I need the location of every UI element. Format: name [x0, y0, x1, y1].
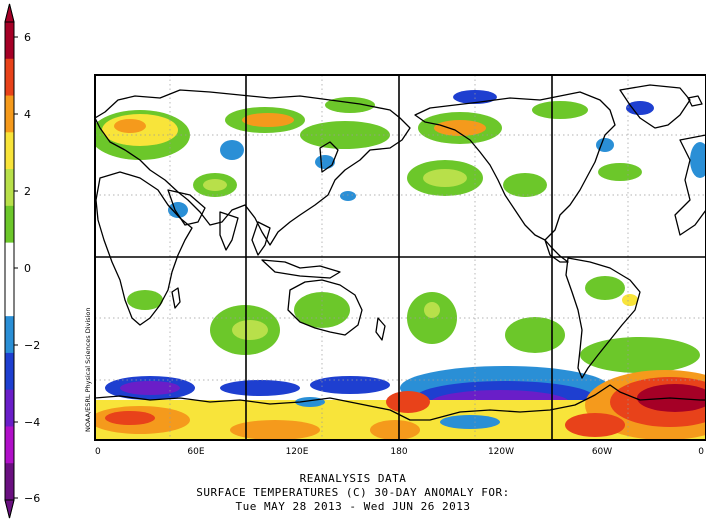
anom-siberia-orange: [242, 113, 294, 127]
reference-gridlines: [95, 75, 706, 440]
coast-indonesia: [261, 259, 341, 279]
colorbar-tick-label: −4: [24, 416, 40, 429]
coast-north-america: [414, 91, 616, 241]
colorbar-segment: [5, 205, 14, 244]
colorbar-segment: [5, 389, 14, 427]
anom-canada-green: [532, 101, 588, 119]
anom-eastasia-green: [300, 121, 390, 149]
colorbar-tick-label: −6: [24, 492, 40, 505]
coast-south-america: [565, 257, 641, 379]
anom-bering-orange: [434, 120, 486, 136]
colorbar-tick-label: 2: [24, 185, 31, 198]
colorbar-segment: [5, 242, 14, 280]
anom-atlantic-green: [598, 163, 642, 181]
caption-line-1: REANALYSIS DATA: [299, 472, 407, 485]
colorbar-segment: [5, 426, 14, 464]
x-tick-label: 0: [698, 447, 704, 457]
colorbar-segment: [5, 95, 14, 133]
colorbar-segment: [5, 169, 14, 207]
anom-samerica-green: [585, 276, 625, 300]
anom-spacific-lime: [424, 302, 440, 318]
anom-eastatl-blue: [690, 142, 706, 178]
anom-pacific-blue: [340, 191, 356, 201]
anom-so-blue-2: [220, 380, 300, 396]
map-area: [95, 75, 706, 440]
x-tick-label: 180: [390, 447, 407, 457]
coast-japan: [319, 141, 339, 173]
anom-safrica-green: [127, 290, 163, 310]
x-axis-ticks: 0 60E 120E 180 120W 60W 0: [95, 447, 704, 457]
anom-china-blue: [315, 155, 335, 169]
anom-antarctic-orange-3: [370, 420, 420, 440]
coast-iceland: [687, 95, 703, 107]
anom-sepacific-green: [505, 317, 565, 353]
anom-so-blue-3: [310, 376, 390, 394]
colorbar-segment: [5, 316, 14, 354]
anom-arctic-blue: [453, 90, 497, 104]
coast-australia: [287, 279, 363, 336]
anom-npacific-lime: [423, 169, 467, 187]
colorbar-labels: 6 4 2 0 −2 −4 −6: [14, 31, 40, 505]
x-tick-label: 0: [95, 447, 101, 457]
colorbar-top-cap: [4, 3, 15, 23]
colorbar-segment: [5, 22, 14, 60]
anom-antarctic-red-1: [105, 411, 155, 425]
anom-greenland-blue: [626, 101, 654, 115]
colorbar-segment: [5, 352, 14, 391]
colorbar-bottom-cap: [4, 499, 15, 519]
x-tick-label: 60E: [187, 447, 204, 457]
anom-so-purple-1: [120, 381, 180, 395]
colorbar-segment: [5, 463, 14, 501]
x-tick-label: 120E: [286, 447, 309, 457]
coastlines: [95, 84, 706, 421]
caption-line-3: Tue MAY 28 2013 - Wed JUN 26 2013: [235, 500, 471, 513]
anom-samerica-yellow: [622, 294, 638, 306]
x-tick-label: 60W: [592, 447, 612, 457]
coast-africa: [95, 171, 193, 326]
colorbar-tick-label: 4: [24, 108, 31, 121]
anom-antarctic-orange-2: [230, 420, 320, 440]
map-frame: [94, 74, 706, 441]
colorbar-tick-label: 0: [24, 262, 31, 275]
coast-eastatl: [674, 134, 706, 236]
coast-madagascar: [171, 287, 181, 309]
coast-arabia: [167, 189, 206, 226]
anom-antarctic-red-3: [565, 413, 625, 437]
anom-antarctic-blue: [440, 415, 500, 429]
colorbar-tick-label: 6: [24, 31, 31, 44]
credit-label: NOAA/ESRL Physical Sciences Division: [84, 308, 92, 432]
anom-indian-lime: [232, 320, 268, 340]
x-tick-label: 120W: [488, 447, 514, 457]
coast-seasia: [251, 221, 271, 256]
coast-india: [219, 211, 239, 251]
coast-nz: [375, 317, 386, 341]
colorbar: [4, 3, 15, 519]
dotted-gridlines: [95, 75, 706, 440]
anom-europe-orange: [114, 119, 146, 133]
colorbar-segment: [5, 58, 14, 97]
coast-antarctica: [95, 384, 706, 421]
caption-line-2: SURFACE TEMPERATURES (C) 30-DAY ANOMALY …: [196, 486, 510, 499]
anom-satlantic-green: [580, 337, 700, 373]
anom-namerica-green: [503, 173, 547, 197]
colorbar-segment: [5, 279, 14, 317]
colorbar-segment: [5, 132, 14, 170]
coast-greenland: [619, 84, 691, 129]
anom-asia-lime: [203, 179, 227, 191]
anom-antarctic-red-2: [386, 391, 430, 413]
colorbar-tick-label: −2: [24, 339, 40, 352]
anom-caspian-blue: [220, 140, 244, 160]
